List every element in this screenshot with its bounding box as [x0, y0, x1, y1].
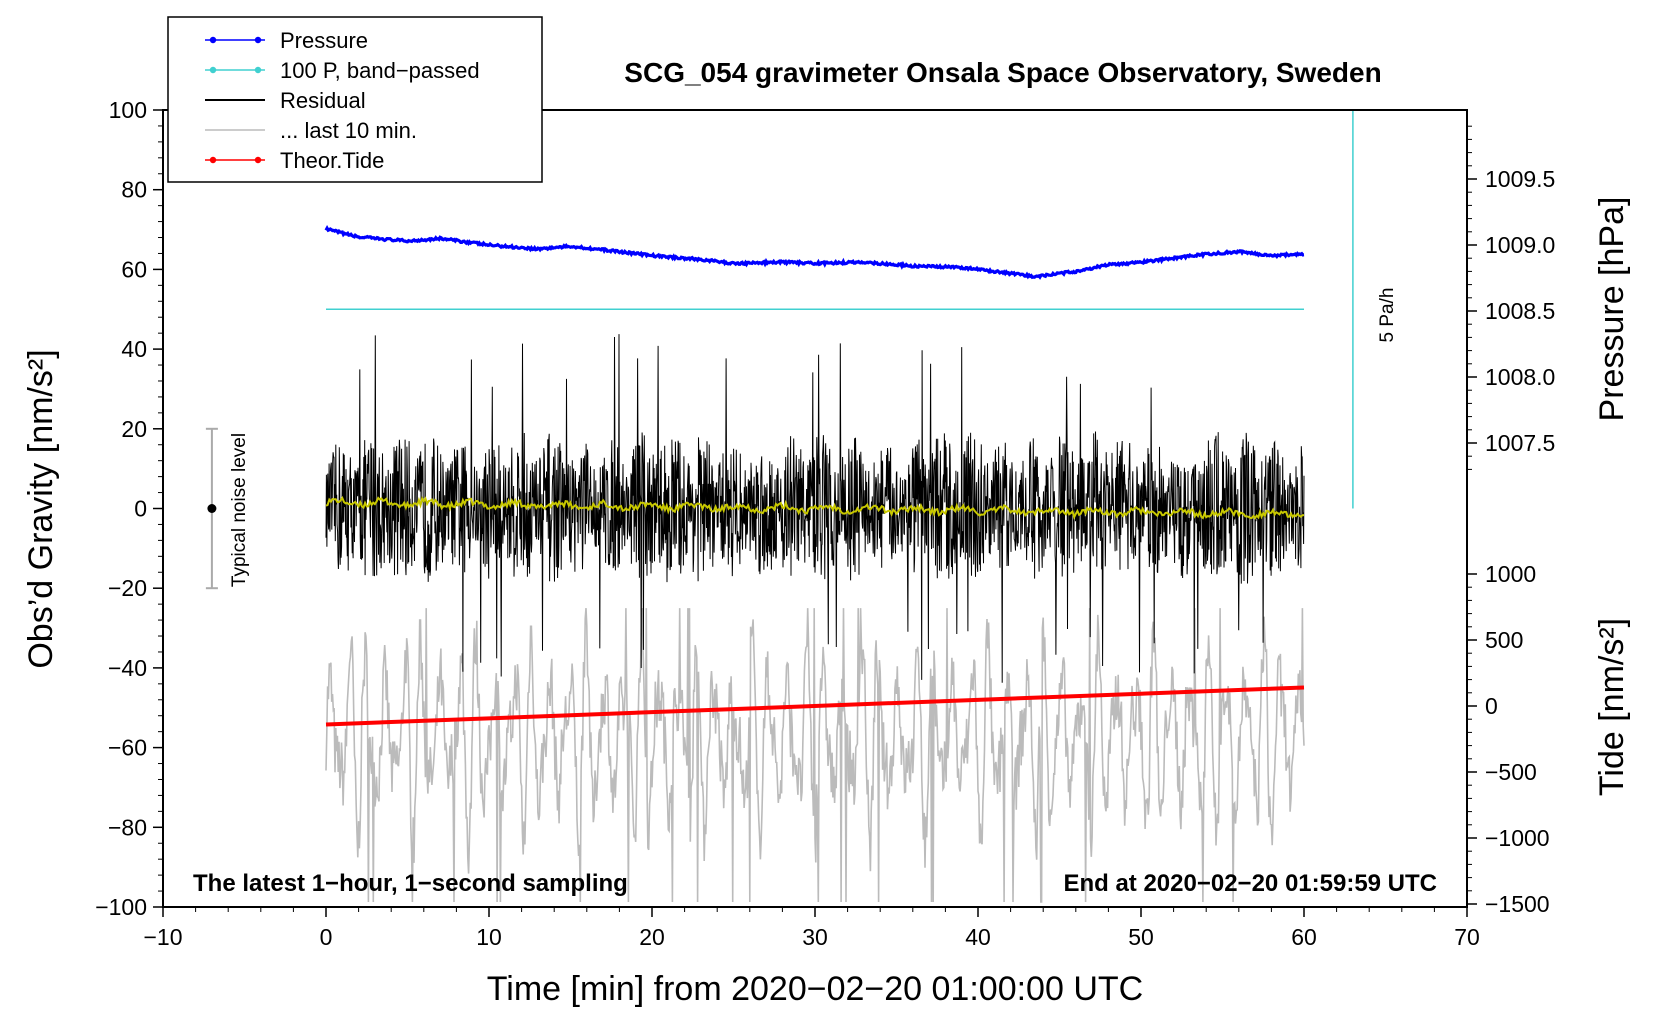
residual-smoothed-line: [325, 495, 1305, 520]
legend-swatch-0: [205, 36, 265, 44]
tide-tick-label: 1000: [1485, 561, 1536, 587]
noise-level-label: Typical noise level: [229, 433, 250, 587]
tide-tick-label: −1500: [1485, 891, 1550, 917]
tide-tick-label: 500: [1485, 627, 1523, 653]
legend-swatch-marker: [254, 156, 262, 164]
legend-label: ... last 10 min.: [280, 118, 417, 143]
axis-ticks: −10 0 10 20 30 40 50 60 70100806040200−20−40−60−…: [95, 97, 1555, 950]
theoretical-tide-series: [325, 685, 1305, 727]
pressure-tick-label: 1007.5: [1485, 430, 1555, 456]
x-tick-label: 40: [965, 924, 991, 950]
noise-bar-center-dot: [207, 504, 217, 513]
x-tick-label: 10: [476, 924, 502, 950]
note-end-time: End at 2020−02−20 01:59:59 UTC: [1063, 870, 1437, 897]
pressure-line: [324, 225, 1305, 280]
last-10-min-series: [325, 608, 1305, 903]
legend-swatch-marker: [209, 66, 217, 74]
legend-label: Residual: [280, 88, 366, 113]
pressure-series: [324, 225, 1305, 280]
y-tick-label: −80: [108, 814, 147, 840]
legend-swatch-1: [205, 66, 265, 74]
x-tick-label: 20: [639, 924, 665, 950]
tide-tick-label: 0: [1485, 693, 1498, 719]
y-axis-title-pressure: Pressure [hPa]: [1593, 197, 1631, 422]
y-tick-label: 20: [121, 416, 147, 442]
legend-swatch-marker: [254, 36, 262, 44]
note-latest-hour: The latest 1−hour, 1−second sampling: [193, 870, 628, 897]
tide-tick-label: −1000: [1485, 825, 1550, 851]
legend-label: Theor.Tide: [280, 148, 384, 173]
y-tick-label: 0: [134, 496, 147, 522]
legend-swatch-marker: [209, 36, 217, 44]
y-tick-label: 80: [121, 177, 147, 203]
noise-level-bar: [205, 427, 218, 590]
x-axis-title: Time [min] from 2020−02−20 01:00:00 UTC: [487, 970, 1143, 1008]
y-tick-label: 100: [109, 97, 147, 123]
y-tick-label: −100: [95, 894, 147, 920]
y-tick-label: −60: [108, 735, 147, 761]
last-10-min-line: [325, 608, 1305, 903]
pressure-tick-label: 1008.5: [1485, 298, 1555, 324]
tide-tick-label: −500: [1485, 759, 1537, 785]
residual-smoothed-series: [325, 495, 1305, 520]
x-tick-label: 50: [1128, 924, 1154, 950]
residual-series: [325, 334, 1305, 683]
x-tick-label: 30: [802, 924, 828, 950]
x-tick-label: −10: [143, 924, 182, 950]
x-tick-label: 0: [320, 924, 333, 950]
legend-label: Pressure: [280, 28, 368, 53]
x-tick-label: 60: [1291, 924, 1317, 950]
y-tick-label: −40: [108, 655, 147, 681]
pressure-tick-label: 1008.0: [1485, 364, 1555, 390]
pressure-tick-label: 1009.5: [1485, 166, 1555, 192]
legend: Pressure 100 P, band−passed Residual ... la…: [167, 16, 543, 183]
y-axis-title-left: Obs’d Gravity [nm/s²]: [22, 349, 60, 668]
legend-label: 100 P, band−passed: [280, 58, 480, 83]
x-tick-label: 70: [1454, 924, 1480, 950]
legend-swatch-marker: [254, 66, 262, 74]
y-tick-label: 60: [121, 256, 147, 282]
y-tick-label: −20: [108, 575, 147, 601]
pressure-tick-label: 1009.0: [1485, 232, 1555, 258]
y-tick-label: 40: [121, 336, 147, 362]
theoretical-tide-line: [325, 685, 1305, 727]
y-axis-title-tide: Tide [nm/s²]: [1593, 618, 1631, 796]
legend-swatch-marker: [209, 156, 217, 164]
legend-swatch-4: [205, 156, 265, 164]
chart-title: SCG_054 gravimeter Onsala Space Observat…: [624, 57, 1381, 88]
residual-line: [325, 334, 1305, 683]
rate-label: 5 Pa/h: [1377, 288, 1398, 343]
